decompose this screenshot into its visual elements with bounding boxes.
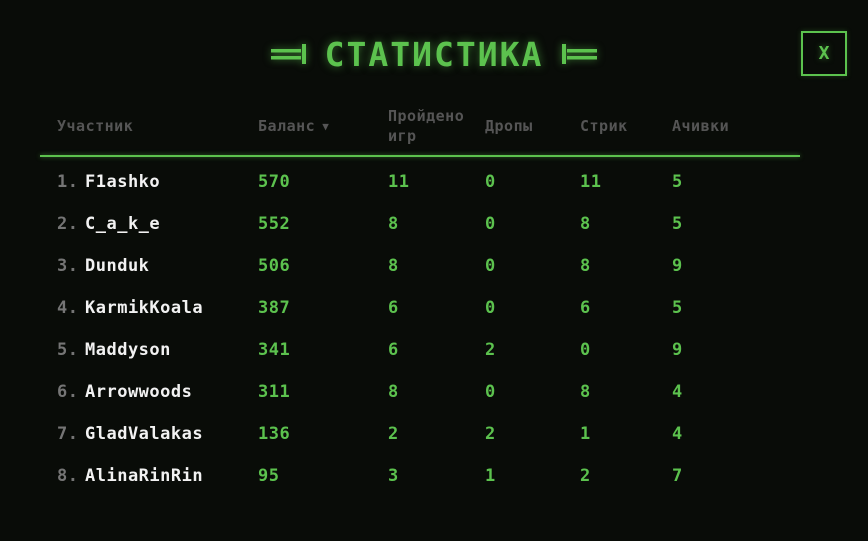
balance-value: 506 xyxy=(258,256,291,276)
streak-value: 8 xyxy=(580,214,591,234)
column-header-balance-label: Баланс xyxy=(258,116,316,135)
games-value: 3 xyxy=(388,466,399,486)
achievements-value: 5 xyxy=(672,172,683,192)
balance-value: 95 xyxy=(258,466,280,486)
participant-name: KarmikKoala xyxy=(85,298,204,318)
rank-label: 2. xyxy=(57,214,79,234)
participant-cell: 6. Arrowwoods xyxy=(57,382,258,402)
achievements-value: 5 xyxy=(672,214,683,234)
participant-name: F1ashko xyxy=(85,172,161,192)
balance-value: 341 xyxy=(258,340,291,360)
participant-cell: 4. KarmikKoala xyxy=(57,298,258,318)
balance-value: 387 xyxy=(258,298,291,318)
balance-value: 552 xyxy=(258,214,291,234)
achievements-value: 7 xyxy=(672,466,683,486)
drops-value: 0 xyxy=(485,298,496,318)
table-row: 3. Dunduk 506 8 0 8 9 xyxy=(40,245,800,287)
drops-value: 0 xyxy=(485,382,496,402)
rank-label: 1. xyxy=(57,172,79,192)
participant-name: Arrowwoods xyxy=(85,382,193,402)
streak-value: 1 xyxy=(580,424,591,444)
rank-label: 8. xyxy=(57,466,79,486)
column-header-games: Пройдено игр xyxy=(388,106,465,145)
rank-label: 4. xyxy=(57,298,79,318)
title-group: СТАТИСТИКА xyxy=(270,34,598,74)
close-button[interactable]: X xyxy=(801,31,847,76)
balance-value: 311 xyxy=(258,382,291,402)
participant-cell: 8. AlinaRinRin xyxy=(57,466,258,486)
participant-cell: 5. Maddyson xyxy=(57,340,258,360)
close-icon: X xyxy=(818,43,830,64)
games-value: 8 xyxy=(388,382,399,402)
drops-value: 2 xyxy=(485,340,496,360)
games-value: 8 xyxy=(388,214,399,234)
table-row: 8. AlinaRinRin 95 3 1 2 7 xyxy=(40,455,800,497)
table-row: 4. KarmikKoala 387 6 0 6 5 xyxy=(40,287,800,329)
column-header-drops: Дропы xyxy=(485,116,533,135)
column-header-participant: Участник xyxy=(57,116,134,135)
participant-name: Maddyson xyxy=(85,340,171,360)
rank-label: 3. xyxy=(57,256,79,276)
participant-cell: 7. GladValakas xyxy=(57,424,258,444)
drops-value: 0 xyxy=(485,214,496,234)
achievements-value: 5 xyxy=(672,298,683,318)
title-decoration-left-icon xyxy=(270,44,306,64)
participant-cell: 1. F1ashko xyxy=(57,172,258,192)
statistics-table: Участник Баланс ▼ Пройдено игр Дропы Стри… xyxy=(40,104,800,497)
sort-desc-icon: ▼ xyxy=(322,119,330,133)
games-value: 6 xyxy=(388,340,399,360)
drops-value: 2 xyxy=(485,424,496,444)
rank-label: 6. xyxy=(57,382,79,402)
drops-value: 0 xyxy=(485,256,496,276)
streak-value: 6 xyxy=(580,298,591,318)
streak-value: 2 xyxy=(580,466,591,486)
table-header-row: Участник Баланс ▼ Пройдено игр Дропы Стри… xyxy=(40,104,800,148)
rank-label: 7. xyxy=(57,424,79,444)
games-value: 2 xyxy=(388,424,399,444)
drops-value: 1 xyxy=(485,466,496,486)
title-bar: СТАТИСТИКА X xyxy=(0,26,868,82)
achievements-value: 9 xyxy=(672,340,683,360)
drops-value: 0 xyxy=(485,172,496,192)
participant-name: Dunduk xyxy=(85,256,150,276)
games-value: 11 xyxy=(388,172,410,192)
table-row: 5. Maddyson 341 6 2 0 9 xyxy=(40,329,800,371)
streak-value: 8 xyxy=(580,382,591,402)
streak-value: 0 xyxy=(580,340,591,360)
participant-name: C_a_k_e xyxy=(85,214,161,234)
page-title: СТАТИСТИКА xyxy=(324,34,544,74)
balance-value: 136 xyxy=(258,424,291,444)
rank-label: 5. xyxy=(57,340,79,360)
table-body: 1. F1ashko 570 11 0 11 5 2. C_a_k_e 552 8 … xyxy=(40,161,800,497)
achievements-value: 4 xyxy=(672,382,683,402)
games-value: 6 xyxy=(388,298,399,318)
participant-name: GladValakas xyxy=(85,424,204,444)
games-value: 8 xyxy=(388,256,399,276)
streak-value: 8 xyxy=(580,256,591,276)
achievements-value: 9 xyxy=(672,256,683,276)
participant-cell: 2. C_a_k_e xyxy=(57,214,258,234)
column-header-streak: Стрик xyxy=(580,116,628,135)
table-row: 7. GladValakas 136 2 2 1 4 xyxy=(40,413,800,455)
streak-value: 11 xyxy=(580,172,602,192)
title-decoration-right-icon xyxy=(562,44,598,64)
header-divider xyxy=(40,155,800,157)
achievements-value: 4 xyxy=(672,424,683,444)
table-row: 6. Arrowwoods 311 8 0 8 4 xyxy=(40,371,800,413)
table-row: 2. C_a_k_e 552 8 0 8 5 xyxy=(40,203,800,245)
column-header-balance[interactable]: Баланс ▼ xyxy=(258,116,388,136)
participant-cell: 3. Dunduk xyxy=(57,256,258,276)
column-header-achievements: Ачивки xyxy=(672,116,730,135)
table-row: 1. F1ashko 570 11 0 11 5 xyxy=(40,161,800,203)
balance-value: 570 xyxy=(258,172,291,192)
participant-name: AlinaRinRin xyxy=(85,466,204,486)
